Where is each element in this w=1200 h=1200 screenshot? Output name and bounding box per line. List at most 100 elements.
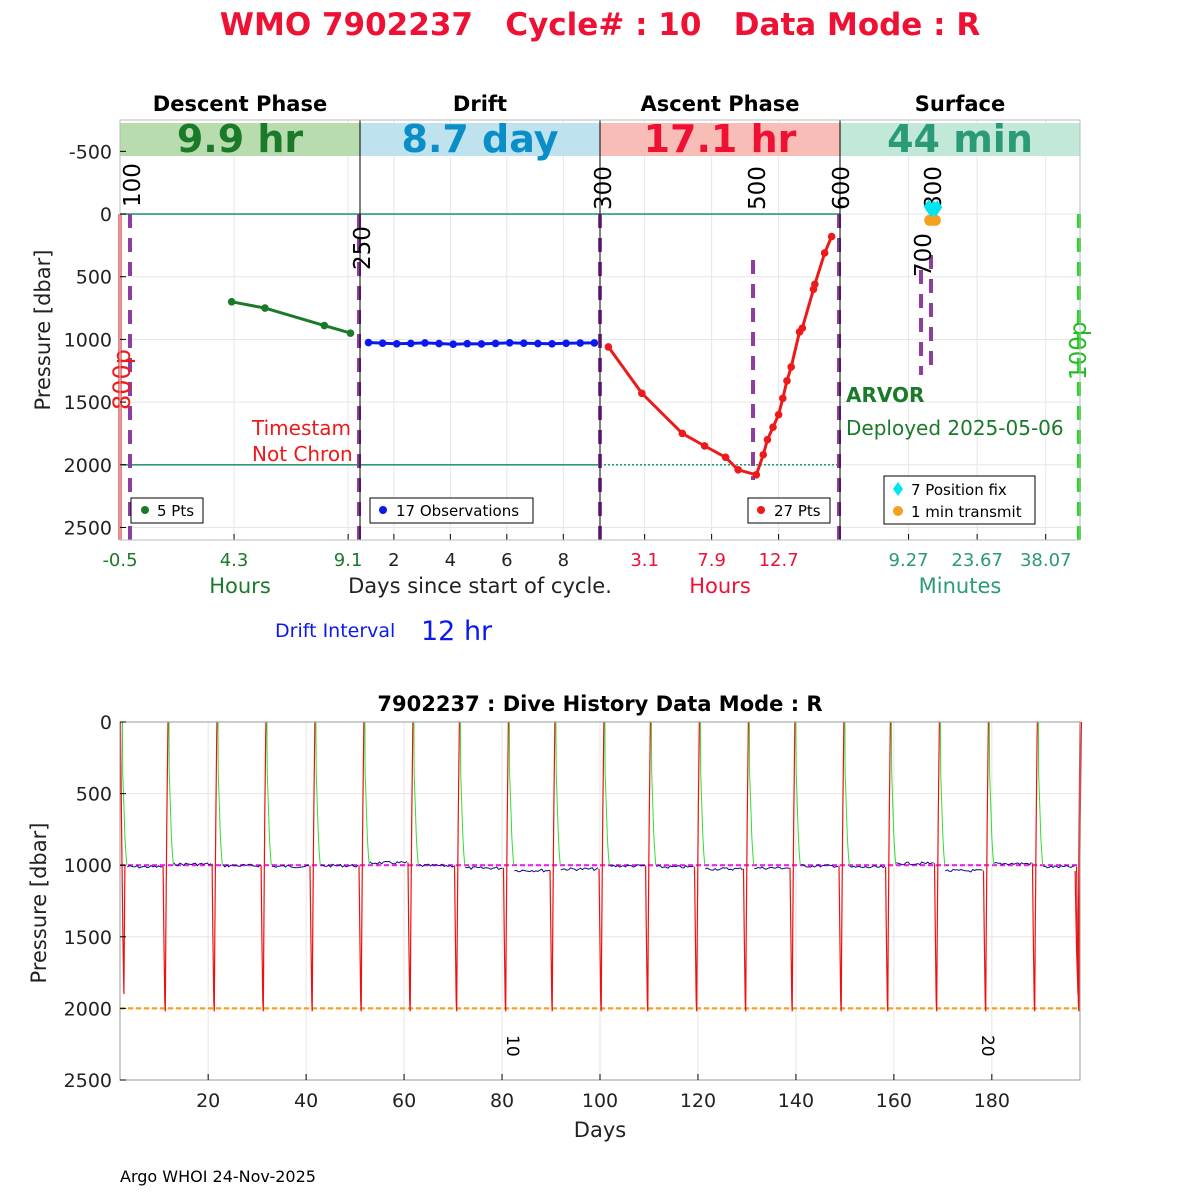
history-descent-trace	[890, 721, 897, 866]
transmit-legend-marker	[893, 506, 903, 516]
phase-duration-label: 9.9 hr	[177, 117, 304, 161]
ascent-series	[604, 232, 836, 479]
phase-duration-band	[600, 123, 840, 156]
phase-duration-label: 17.1 hr	[644, 117, 797, 161]
history-cycle	[121, 721, 169, 1012]
marker-label: 800p	[108, 349, 136, 410]
history-cycle	[795, 721, 845, 1012]
descent-series-point	[346, 329, 355, 337]
drift-legend	[369, 497, 534, 524]
y-axis-label: Pressure [dbar]	[31, 250, 55, 411]
x-tick-label: 4.3	[220, 550, 249, 571]
descent-series-point	[320, 321, 329, 330]
history-ascent-trace	[933, 721, 940, 1012]
y-tick-label: 0	[100, 204, 112, 226]
ascent-series-line	[607, 236, 833, 477]
history-x-tick-label: 180	[974, 1090, 1010, 1112]
ascent-series-point	[763, 435, 772, 444]
phase-title: Surface	[915, 92, 1005, 116]
history-drift-trace	[705, 867, 743, 871]
history-descent-trace	[988, 721, 995, 866]
history-cycle	[364, 721, 414, 1012]
history-cycle	[844, 721, 891, 1012]
phase-title: Descent Phase	[153, 92, 327, 116]
history-drift-trace	[849, 865, 886, 869]
drift-series-point	[590, 339, 599, 347]
surface-legend	[883, 475, 1036, 525]
history-descent-trace	[1037, 721, 1044, 866]
drift-legend-label: 17 Observations	[396, 502, 519, 520]
drift-series-point	[392, 339, 401, 348]
ascent-series-point	[811, 280, 819, 289]
descent-series-point	[227, 297, 236, 306]
history-drift-trace	[896, 861, 934, 866]
transmit-legend-label: 1 min transmit	[911, 503, 1022, 521]
history-title: 7902237 : Dive History Data Mode : R	[377, 692, 822, 716]
cycle-number-label: 20	[977, 1035, 997, 1057]
history-cycle	[217, 721, 267, 1012]
history-cycle	[413, 721, 460, 1012]
surface-points	[923, 199, 943, 226]
ascent-series-point	[638, 389, 646, 398]
ascent-series-point	[678, 429, 687, 438]
history-x-tick-label: 80	[490, 1090, 514, 1112]
history-ascent-trace	[549, 721, 556, 1012]
dive-history-chart: 10 20 20 40 60 80 100 120 140 160 180 0 500 1000 1500 2…	[27, 692, 1083, 1142]
drift-series-point	[548, 339, 556, 348]
x-tick-label: 38.07	[1020, 550, 1072, 571]
x-axis-unit-label: Minutes	[919, 574, 1002, 598]
phase-duration-band	[840, 123, 1080, 156]
cycle-number-label: 10	[502, 1035, 522, 1057]
phase-duration-label: 44 min	[887, 117, 1033, 161]
marker-label: 700	[911, 233, 937, 277]
history-descent-trace	[121, 721, 128, 866]
history-drift-trace	[754, 866, 790, 870]
history-drift-trace	[418, 863, 455, 868]
history-drift-trace	[271, 864, 310, 869]
phase-title: Drift	[453, 92, 507, 116]
history-cycle	[748, 721, 796, 1012]
y-tick-label: 1500	[64, 392, 112, 414]
history-descent-trace	[699, 721, 706, 866]
history-cycle	[266, 721, 316, 1012]
history-ascent-trace	[211, 721, 218, 1012]
history-y-axis-label: Pressure [dbar]	[27, 823, 51, 984]
history-drift-trace	[800, 864, 839, 868]
descent-legend-label: 5 Pts	[157, 502, 194, 520]
history-drift-trace	[173, 862, 212, 867]
drift-series-point	[534, 339, 542, 348]
history-ascent-trace	[693, 721, 700, 1012]
history-descent-trace	[650, 721, 657, 866]
x-tick-label: 12.7	[759, 550, 799, 571]
history-ascent-trace	[838, 721, 845, 1012]
drift-series-point	[491, 339, 500, 348]
x-tick-label: 7.9	[697, 550, 726, 571]
history-drift-trace	[127, 864, 163, 869]
position-fix-legend-marker	[893, 482, 903, 496]
timestamp-warning-line1: Timestam	[251, 416, 351, 440]
history-y-tick-label: 1000	[64, 855, 112, 877]
drift-series	[364, 338, 599, 348]
drift-series-point	[407, 339, 415, 348]
x-tick-label: 6	[501, 550, 512, 571]
transmit-point	[929, 214, 941, 226]
history-cycle	[988, 721, 1038, 1012]
history-descent-trace	[795, 721, 801, 866]
y-tick-label: 2500	[64, 517, 112, 539]
history-ascent-trace	[453, 721, 460, 1012]
drift-series-point	[421, 339, 429, 347]
plot-frame	[119, 119, 1081, 541]
history-ascent-trace	[407, 721, 414, 1012]
x-tick-label: 9.27	[889, 550, 929, 571]
x-axis-unit-label: Hours	[689, 574, 751, 598]
history-ascent-trace	[1031, 721, 1038, 1012]
history-drift-trace	[1043, 864, 1075, 869]
history-cycle	[604, 721, 651, 1012]
history-cycle	[650, 721, 700, 1012]
history-ascent-trace	[1076, 721, 1083, 1012]
ascent-series-point	[783, 376, 791, 385]
y-tick-label: 500	[76, 267, 112, 289]
marker-label: 300	[591, 166, 617, 210]
